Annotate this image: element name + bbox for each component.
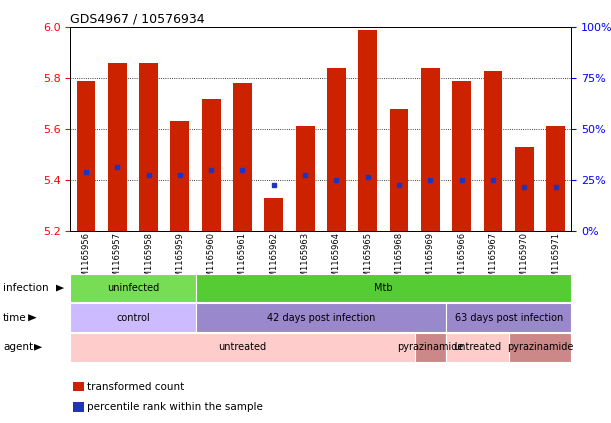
Text: untreated: untreated xyxy=(453,342,502,352)
Bar xyxy=(202,99,221,231)
Text: GDS4967 / 10576934: GDS4967 / 10576934 xyxy=(70,13,205,26)
Bar xyxy=(421,68,440,231)
Text: time: time xyxy=(3,313,27,323)
Bar xyxy=(327,68,346,231)
Bar xyxy=(484,71,502,231)
Bar xyxy=(390,109,409,231)
Polygon shape xyxy=(28,314,37,321)
Bar xyxy=(515,147,534,231)
Bar xyxy=(233,83,252,231)
Text: 42 days post infection: 42 days post infection xyxy=(266,313,375,323)
Polygon shape xyxy=(56,285,64,291)
Bar xyxy=(76,81,95,231)
Bar xyxy=(359,30,377,231)
Text: pyrazinamide: pyrazinamide xyxy=(507,342,573,352)
Bar xyxy=(139,63,158,231)
Text: control: control xyxy=(116,313,150,323)
Text: Mtb: Mtb xyxy=(374,283,393,293)
Polygon shape xyxy=(34,344,42,351)
Text: pyrazinamide: pyrazinamide xyxy=(397,342,464,352)
Bar xyxy=(296,126,315,231)
Bar xyxy=(546,126,565,231)
Bar xyxy=(265,198,284,231)
Text: agent: agent xyxy=(3,342,33,352)
Bar xyxy=(452,81,471,231)
Text: transformed count: transformed count xyxy=(87,382,185,392)
Text: untreated: untreated xyxy=(218,342,266,352)
Bar xyxy=(108,63,126,231)
Bar xyxy=(170,121,189,231)
Text: 63 days post infection: 63 days post infection xyxy=(455,313,563,323)
Text: percentile rank within the sample: percentile rank within the sample xyxy=(87,402,263,412)
Text: uninfected: uninfected xyxy=(107,283,159,293)
Text: infection: infection xyxy=(3,283,49,293)
